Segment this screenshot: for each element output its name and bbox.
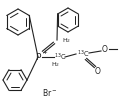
Text: O: O bbox=[102, 45, 108, 54]
Text: $^{13}$C: $^{13}$C bbox=[77, 48, 89, 60]
Text: H$_2$: H$_2$ bbox=[51, 61, 61, 69]
Text: $^{13}$C: $^{13}$C bbox=[54, 51, 66, 63]
Text: Br$^-$: Br$^-$ bbox=[42, 87, 58, 98]
Text: +: + bbox=[42, 50, 47, 54]
Text: P: P bbox=[35, 52, 41, 61]
Text: O: O bbox=[95, 68, 101, 77]
Text: H$_2$: H$_2$ bbox=[62, 37, 71, 45]
